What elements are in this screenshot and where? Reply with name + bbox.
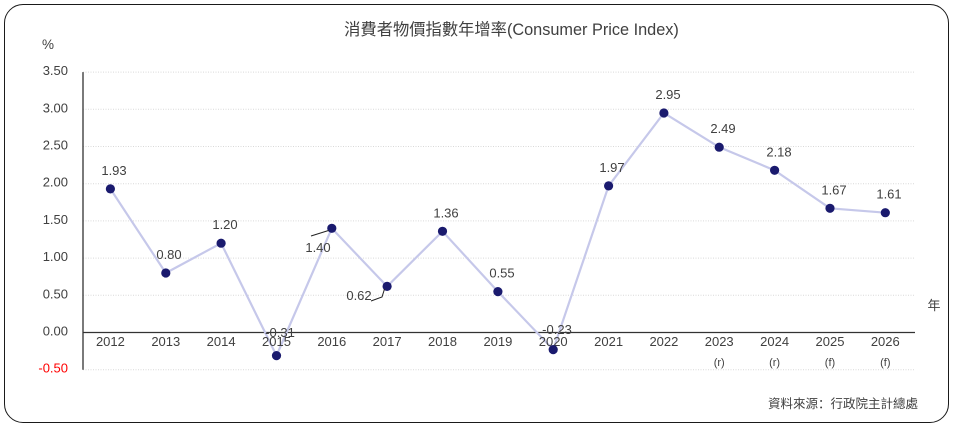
- svg-text:0.80: 0.80: [156, 247, 181, 262]
- svg-text:(r): (r): [769, 357, 780, 369]
- svg-text:(r): (r): [714, 357, 725, 369]
- svg-text:1.97: 1.97: [599, 160, 624, 175]
- svg-text:2.50: 2.50: [43, 138, 68, 153]
- svg-text:2012: 2012: [96, 334, 125, 349]
- svg-text:1.36: 1.36: [433, 205, 458, 220]
- svg-text:(f): (f): [880, 357, 890, 369]
- svg-text:2021: 2021: [594, 334, 623, 349]
- svg-text:2024: 2024: [760, 334, 789, 349]
- svg-text:0.55: 0.55: [489, 266, 514, 281]
- svg-text:2018: 2018: [428, 334, 457, 349]
- svg-text:0.00: 0.00: [43, 324, 68, 339]
- svg-text:2025: 2025: [816, 334, 845, 349]
- svg-text:2014: 2014: [207, 334, 236, 349]
- svg-text:1.50: 1.50: [43, 212, 68, 227]
- svg-text:-0.50: -0.50: [38, 361, 68, 376]
- svg-text:(f): (f): [825, 357, 835, 369]
- svg-text:年: 年: [927, 298, 940, 313]
- svg-text:2.00: 2.00: [43, 175, 68, 190]
- svg-text:-0.31: -0.31: [265, 325, 295, 340]
- svg-text:2019: 2019: [483, 334, 512, 349]
- svg-text:2016: 2016: [317, 334, 346, 349]
- svg-text:1.93: 1.93: [101, 163, 126, 178]
- svg-text:2013: 2013: [151, 334, 180, 349]
- svg-text:0.50: 0.50: [43, 286, 68, 301]
- svg-text:1.00: 1.00: [43, 249, 68, 264]
- svg-text:3.50: 3.50: [43, 63, 68, 78]
- svg-text:3.00: 3.00: [43, 100, 68, 115]
- svg-text:0.62: 0.62: [346, 288, 371, 303]
- svg-text:2.49: 2.49: [710, 121, 735, 136]
- svg-text:2.95: 2.95: [655, 87, 680, 102]
- svg-text:1.67: 1.67: [821, 182, 846, 197]
- svg-text:2023: 2023: [705, 334, 734, 349]
- svg-text:2.18: 2.18: [766, 144, 791, 159]
- svg-text:2022: 2022: [649, 334, 678, 349]
- svg-text:1.40: 1.40: [305, 240, 330, 255]
- svg-text:2026: 2026: [871, 334, 900, 349]
- svg-text:1.20: 1.20: [212, 217, 237, 232]
- svg-text:-0.23: -0.23: [542, 322, 572, 337]
- svg-text:1.61: 1.61: [876, 187, 901, 202]
- svg-text:2017: 2017: [373, 334, 402, 349]
- svg-text:資料來源：行政院主計總處: 資料來源：行政院主計總處: [768, 396, 919, 411]
